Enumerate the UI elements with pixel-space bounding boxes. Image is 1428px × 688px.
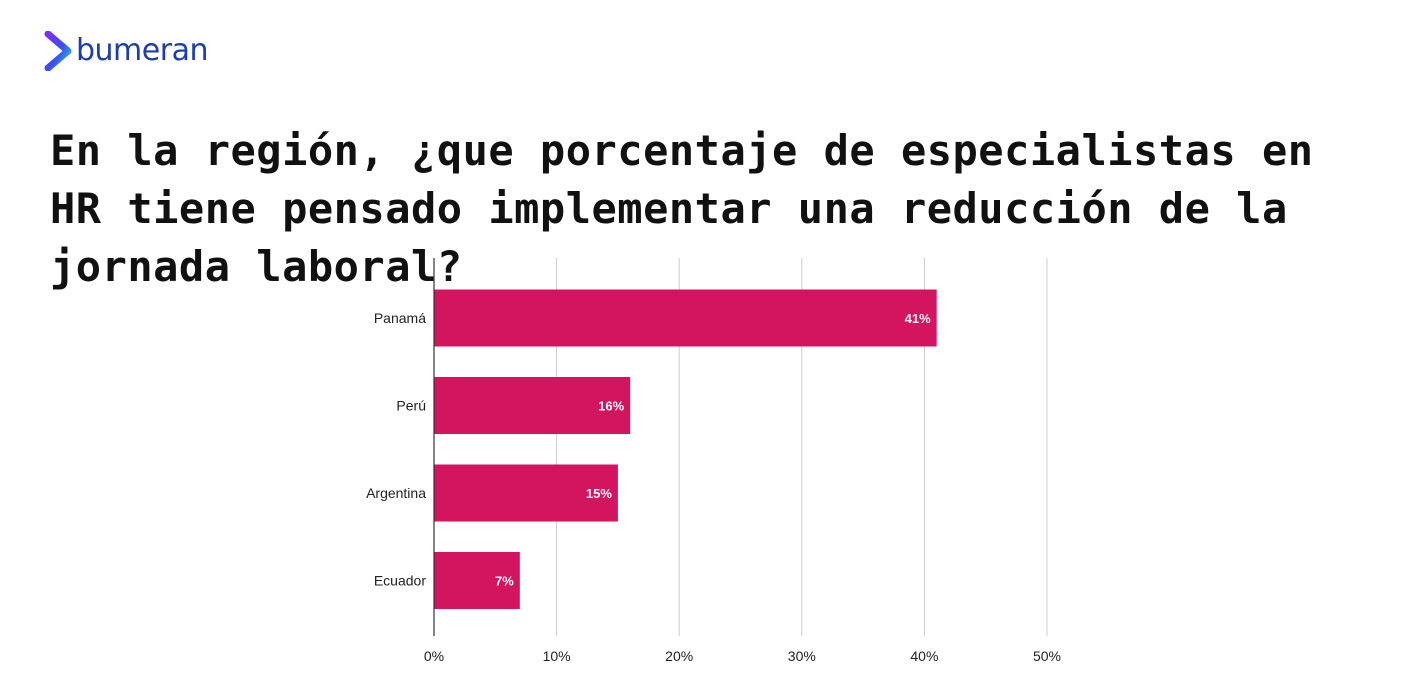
category-label: Ecuador	[374, 573, 426, 589]
category-label: Argentina	[366, 485, 426, 501]
bar	[434, 289, 937, 347]
x-tick-label: 50%	[1033, 648, 1061, 664]
chart-title: En la región, ¿que porcentaje de especia…	[50, 126, 1314, 291]
x-tick-label: 30%	[788, 648, 816, 664]
category-label: Perú	[396, 398, 426, 414]
x-tick-label: 0%	[424, 648, 444, 664]
category-label: Panamá	[374, 310, 426, 326]
x-tick-label: 20%	[665, 648, 693, 664]
brand-logo: bumeran	[44, 30, 208, 72]
x-tick-label: 40%	[910, 648, 938, 664]
data-label: 15%	[586, 486, 612, 501]
chevron-arrow-icon	[44, 31, 72, 71]
data-label: 16%	[598, 399, 624, 414]
data-label: 41%	[905, 311, 931, 326]
data-label: 7%	[495, 574, 514, 589]
bar	[434, 377, 631, 434]
bar	[434, 552, 520, 609]
x-tick-label: 10%	[543, 648, 571, 664]
bar	[434, 464, 618, 522]
brand-name: bumeran	[76, 33, 208, 68]
